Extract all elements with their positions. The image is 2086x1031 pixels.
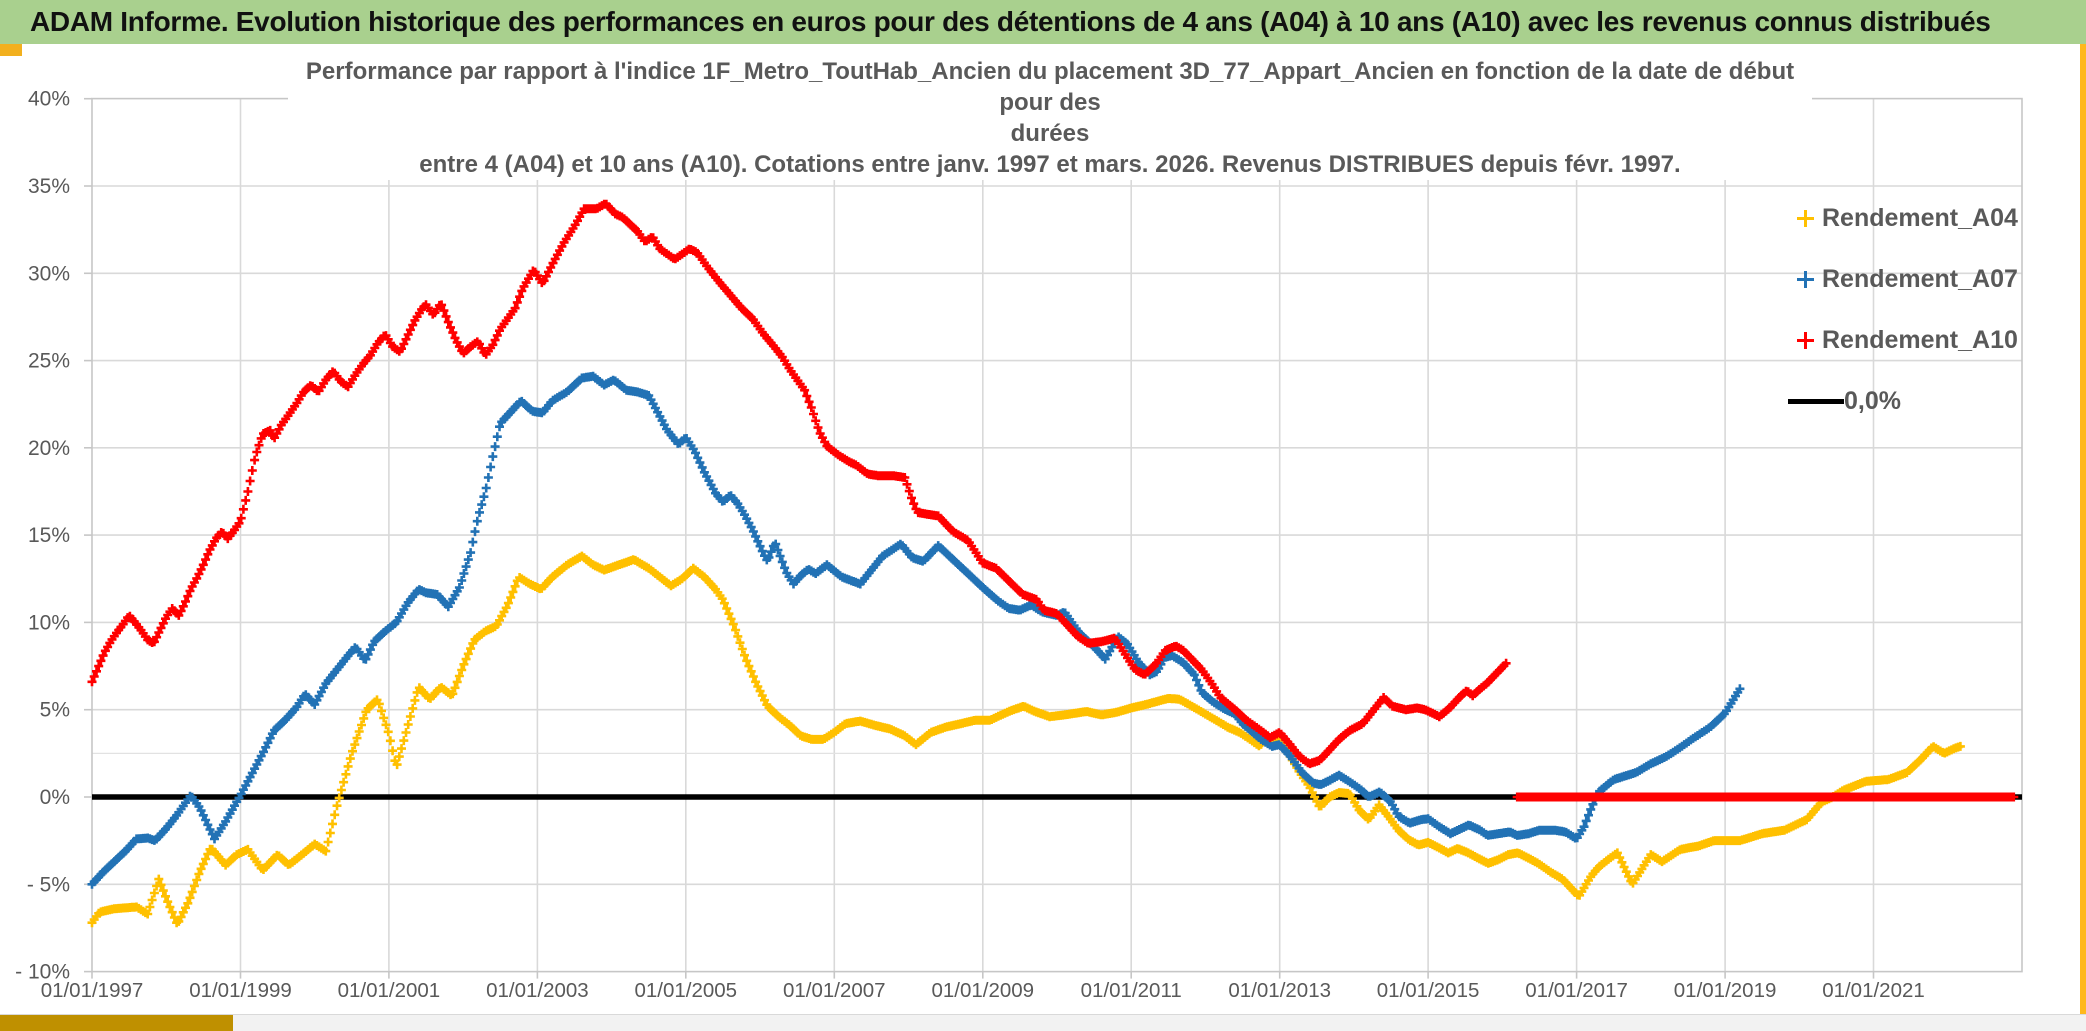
legend-label: Rendement_A07 — [1822, 265, 2018, 293]
y-axis-labels: 40% 35% 30% 25% 20% 15% 10% 5% 0% - 5% - 10% — [15, 88, 70, 984]
svg-text:01/01/2007: 01/01/2007 — [783, 979, 886, 1002]
scrollbar-thumb[interactable] — [0, 1015, 233, 1031]
svg-text:40%: 40% — [28, 88, 70, 111]
svg-text:01/01/2013: 01/01/2013 — [1228, 979, 1331, 1002]
svg-text:5%: 5% — [40, 699, 70, 722]
legend-label: 0,0% — [1844, 387, 1901, 415]
chart-title-line1: Performance par rapport à l'indice 1F_Me… — [305, 58, 1795, 116]
chart-title: Performance par rapport à l'indice 1F_Me… — [288, 56, 1812, 180]
series-Rendement_A07 — [87, 371, 1745, 889]
legend-item-zero-line: 0,0% — [1788, 371, 2080, 432]
series-Rendement_A04 — [87, 551, 1965, 928]
svg-text:0%: 0% — [40, 786, 70, 809]
svg-text:- 5%: - 5% — [27, 873, 70, 896]
plus-marker-icon — [1788, 210, 1822, 227]
svg-text:01/01/2017: 01/01/2017 — [1525, 979, 1628, 1002]
chart-title-line3: entre 4 (A04) et 10 ans (A10). Cotations… — [419, 151, 1681, 178]
series-Rendement_A10 — [87, 199, 2019, 802]
svg-text:01/01/1999: 01/01/1999 — [189, 979, 292, 1002]
svg-text:20%: 20% — [28, 437, 70, 460]
svg-text:01/01/1997: 01/01/1997 — [41, 979, 144, 1002]
svg-text:01/01/2003: 01/01/2003 — [486, 979, 589, 1002]
chart-legend: Rendement_A04 Rendement_A07 Rendement_A1… — [1788, 188, 2080, 432]
bottom-scrollbar-track[interactable] — [0, 1014, 2086, 1031]
axis-ticks — [84, 97, 1875, 979]
svg-text:01/01/2021: 01/01/2021 — [1822, 979, 1925, 1002]
svg-text:01/01/2015: 01/01/2015 — [1377, 979, 1480, 1002]
gold-corner-accent — [0, 44, 22, 56]
legend-label: Rendement_A04 — [1822, 204, 2018, 232]
gridlines — [92, 98, 2022, 972]
svg-text:30%: 30% — [28, 262, 70, 285]
svg-text:15%: 15% — [28, 524, 70, 547]
svg-text:01/01/2005: 01/01/2005 — [634, 979, 737, 1002]
svg-text:- 10%: - 10% — [15, 961, 70, 984]
svg-text:25%: 25% — [28, 350, 70, 373]
x-axis-labels: 01/01/1997 01/01/1999 01/01/2001 01/01/2003… — [41, 979, 1925, 1002]
svg-text:10%: 10% — [28, 611, 70, 634]
svg-text:01/01/2019: 01/01/2019 — [1674, 979, 1777, 1002]
gold-right-border — [2080, 44, 2086, 1014]
legend-item-a04: Rendement_A04 — [1788, 188, 2080, 249]
plus-marker-icon — [1788, 271, 1822, 288]
report-header-bar: ADAM Informe. Evolution historique des p… — [0, 0, 2086, 44]
chart-title-line2: durées — [1010, 120, 1090, 147]
zero-line-icon — [1788, 399, 1844, 404]
legend-label: Rendement_A10 — [1822, 326, 2018, 354]
legend-item-a07: Rendement_A07 — [1788, 249, 2080, 310]
legend-item-a10: Rendement_A10 — [1788, 310, 2080, 371]
plus-marker-icon — [1788, 332, 1822, 349]
svg-text:01/01/2009: 01/01/2009 — [931, 979, 1034, 1002]
svg-text:35%: 35% — [28, 175, 70, 198]
svg-text:01/01/2001: 01/01/2001 — [338, 979, 441, 1002]
report-title: ADAM Informe. Evolution historique des p… — [30, 6, 1991, 37]
svg-text:01/01/2011: 01/01/2011 — [1081, 979, 1182, 1002]
